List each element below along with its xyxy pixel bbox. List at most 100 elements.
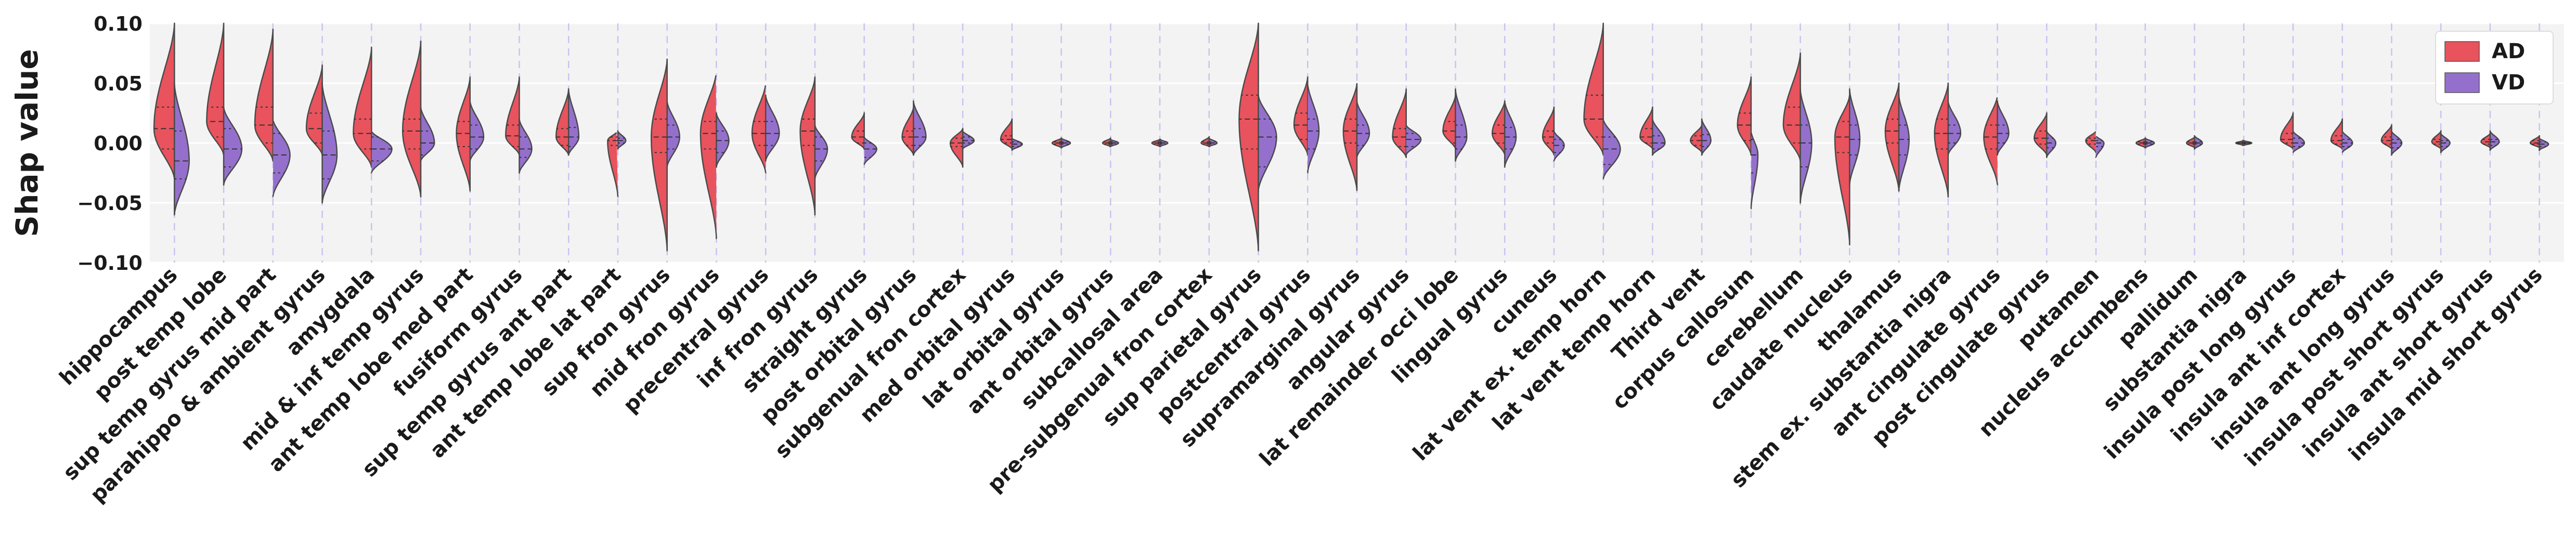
violin-group xyxy=(1102,137,1119,148)
violin-half-ad xyxy=(206,22,225,156)
violin-half-vd xyxy=(1701,118,1712,156)
y-tick-label: 0.00 xyxy=(94,132,143,155)
violin-group xyxy=(206,22,243,186)
violin-half-ad xyxy=(1639,106,1653,150)
violin-group xyxy=(1442,88,1468,162)
violin-half-ad xyxy=(353,46,372,168)
violin-half-ad xyxy=(2380,124,2392,150)
violin-group xyxy=(2529,135,2549,151)
violin-group xyxy=(305,64,338,204)
violin-half-vd xyxy=(2489,131,2500,151)
violin-half-vd xyxy=(715,112,730,168)
violin-group xyxy=(1690,118,1712,156)
violin-half-ad xyxy=(1491,101,1506,155)
violin-group xyxy=(1884,82,1910,192)
violin-group xyxy=(2235,140,2253,146)
violin-half-ad xyxy=(607,132,619,198)
violin-half-vd xyxy=(1258,94,1277,192)
violin-half-vd xyxy=(617,130,627,150)
violin-half-ad xyxy=(1690,124,1703,153)
violin-half-vd xyxy=(1356,101,1370,158)
y-axis-label: Shap value xyxy=(9,49,45,237)
violin-half-ad xyxy=(2085,131,2097,153)
violin-half-vd xyxy=(223,106,243,186)
y-tick-label: −0.10 xyxy=(77,252,143,275)
violin-group xyxy=(901,100,927,156)
violin-group xyxy=(555,88,580,156)
violin-group xyxy=(1639,106,1666,156)
violin-half-ad xyxy=(1583,22,1604,156)
violin-group xyxy=(1151,138,1169,148)
violin-half-vd xyxy=(370,132,393,174)
violin-half-vd xyxy=(863,137,877,165)
violin-group xyxy=(402,41,435,198)
violin-half-ad xyxy=(2480,133,2491,150)
violin-group xyxy=(2135,137,2155,149)
violin-half-ad xyxy=(2034,112,2048,156)
violin-half-ad xyxy=(751,85,767,174)
violin-half-ad xyxy=(555,88,569,156)
y-tick-label: 0.10 xyxy=(94,12,143,35)
violin-half-ad xyxy=(1293,76,1309,156)
violin-half-ad xyxy=(1884,82,1900,192)
violin-group xyxy=(456,76,485,192)
legend-label-ad: AD xyxy=(2492,40,2525,63)
violin-half-ad xyxy=(1934,82,1949,198)
y-tick-label: 0.05 xyxy=(94,72,143,95)
violin-half-ad xyxy=(799,76,816,216)
violin-half-ad xyxy=(1238,22,1259,252)
violin-half-vd xyxy=(962,130,975,150)
violin-group xyxy=(2085,131,2105,158)
violin-group xyxy=(2480,131,2500,151)
violin-group xyxy=(607,130,627,198)
violin-half-vd xyxy=(1848,88,1861,186)
violin-group xyxy=(1051,137,1071,149)
violin-half-ad xyxy=(700,75,717,240)
violin-half-vd xyxy=(420,106,435,162)
violin-group xyxy=(505,76,533,174)
violin-half-vd xyxy=(567,88,580,156)
violin-half-ad xyxy=(456,76,471,192)
violin-half-vd xyxy=(913,100,927,156)
violin-half-ad xyxy=(2431,130,2442,150)
violin-half-ad xyxy=(305,64,323,156)
violin-half-ad xyxy=(402,41,422,198)
violin-half-ad xyxy=(1834,94,1850,245)
violin-group xyxy=(2330,118,2353,153)
violin-half-vd xyxy=(1307,85,1320,174)
violin-half-vd xyxy=(1750,133,1759,210)
violin-half-vd xyxy=(1602,120,1621,180)
violin-half-ad xyxy=(2280,112,2295,150)
violin-group xyxy=(1392,88,1422,158)
violin-group xyxy=(1000,118,1023,151)
violin-group xyxy=(1782,53,1813,204)
violin-half-vd xyxy=(174,82,190,216)
violin-half-vd xyxy=(1504,101,1517,167)
violin-group xyxy=(2380,124,2403,156)
violin-group xyxy=(1834,88,1861,245)
violin-half-vd xyxy=(2292,131,2305,153)
violin-group xyxy=(353,46,393,174)
violin-group xyxy=(2034,112,2056,158)
violin-half-vd xyxy=(272,121,291,198)
violin-half-vd xyxy=(2194,135,2203,150)
violin-half-vd xyxy=(765,94,780,162)
legend-label-vd: VD xyxy=(2492,71,2525,95)
violin-group xyxy=(1583,22,1621,180)
violin-group xyxy=(1934,82,1962,198)
violin-half-vd xyxy=(1898,94,1910,192)
violin-group xyxy=(1542,106,1565,162)
violin-half-vd xyxy=(518,118,533,174)
violin-group xyxy=(1293,76,1320,174)
violins xyxy=(153,22,2549,252)
y-tick-labels: −0.10 −0.05 0.00 0.05 0.10 xyxy=(77,12,143,275)
violin-group xyxy=(1737,76,1759,210)
violin-group xyxy=(1342,83,1370,191)
legend: AD VD xyxy=(2435,31,2554,105)
legend-swatch-ad xyxy=(2444,41,2480,62)
violin-group xyxy=(2280,112,2305,153)
violin-half-ad xyxy=(1392,88,1407,158)
violin-group xyxy=(2185,135,2203,150)
violin-group xyxy=(851,112,877,165)
